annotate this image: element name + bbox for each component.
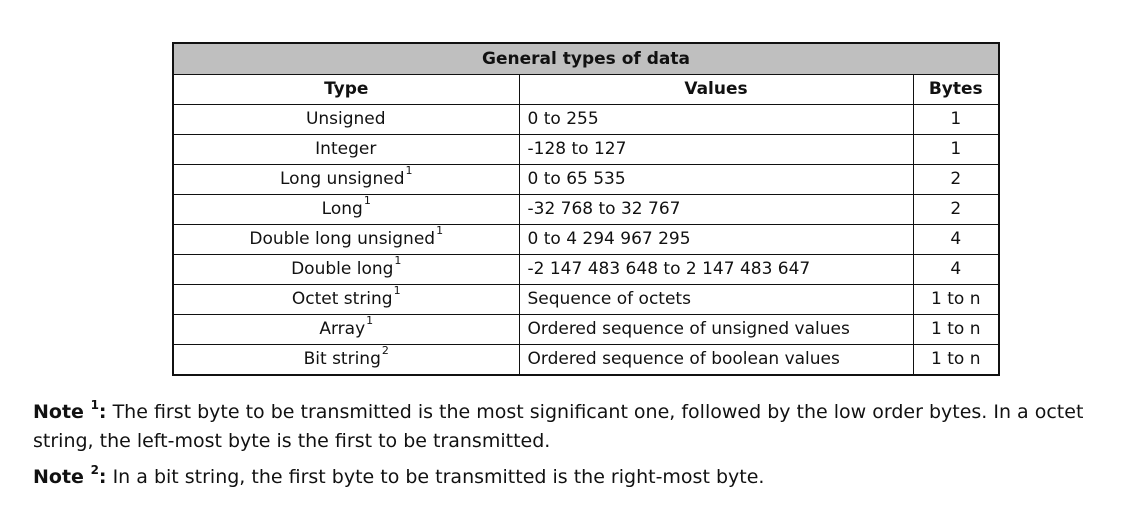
type-cell: Double long1 (172, 254, 520, 285)
footnote-label-text: Note (33, 466, 84, 488)
footnote-ref: 1 (393, 284, 401, 297)
type-name: Octet string (291, 289, 393, 309)
bytes-cell: 2 (912, 194, 1000, 225)
table-row: Octet string1 Sequence of octets 1 to n (172, 284, 1000, 315)
footnote-label: Note 1: (33, 398, 107, 423)
table-title-row: General types of data (172, 42, 1000, 75)
table-row: Long unsigned1 0 to 65 535 2 (172, 164, 1000, 195)
footnote-2: Note 2: In a bit string, the first byte … (33, 463, 1143, 492)
values-cell: 0 to 4 294 967 295 (518, 224, 914, 255)
type-cell: Array1 (172, 314, 520, 345)
footnote-ref: 1 (366, 314, 374, 327)
type-name: Double long unsigned (249, 229, 436, 249)
type-cell: Unsigned (172, 104, 520, 135)
data-types-table: General types of data Type Values Bytes … (172, 42, 1001, 376)
footnote-label-text: Note (33, 401, 84, 423)
bytes-cell: 1 (912, 104, 1000, 135)
footnote-ref: 2 (381, 344, 389, 357)
table-body: Unsigned 0 to 255 1 Integer -128 to 127 … (172, 104, 1000, 376)
type-name: Double long (291, 259, 394, 279)
table-row: Double long unsigned1 0 to 4 294 967 295… (172, 224, 1000, 255)
footnote-ref: 1 (363, 194, 371, 207)
bytes-cell: 1 (912, 134, 1000, 165)
bytes-cell: 1 to n (912, 284, 1000, 315)
footnote-label-suffix: : (98, 401, 107, 423)
footnote-label: Note 2: (33, 463, 107, 488)
table-row: Unsigned 0 to 255 1 (172, 104, 1000, 135)
footnote-1: Note 1: The first byte to be transmitted… (33, 398, 1143, 456)
type-name: Long (321, 199, 363, 219)
values-cell: -128 to 127 (518, 134, 914, 165)
type-cell: Octet string1 (172, 284, 520, 315)
values-cell: -2 147 483 648 to 2 147 483 647 (518, 254, 914, 285)
values-cell: 0 to 65 535 (518, 164, 914, 195)
bytes-cell: 2 (912, 164, 1000, 195)
type-name: Long unsigned (280, 169, 405, 189)
footnote-number: 1 (90, 398, 99, 412)
footnote-text: The first byte to be transmitted is the … (33, 401, 1084, 452)
footnote-ref: 1 (436, 224, 444, 237)
table-title: General types of data (172, 42, 1000, 75)
bytes-cell: 1 to n (912, 344, 1000, 376)
bytes-cell: 4 (912, 224, 1000, 255)
footnote-text: In a bit string, the first byte to be tr… (106, 466, 765, 488)
footnotes: Note 1: The first byte to be transmitted… (33, 398, 1143, 499)
column-header-bytes: Bytes (912, 74, 1000, 105)
values-cell: Ordered sequence of unsigned values (518, 314, 914, 345)
values-cell: Sequence of octets (518, 284, 914, 315)
bytes-cell: 1 to n (912, 314, 1000, 345)
footnote-ref: 1 (405, 164, 413, 177)
column-header-values: Values (518, 74, 914, 105)
table-row: Long1 -32 768 to 32 767 2 (172, 194, 1000, 225)
type-name: Bit string (303, 349, 381, 369)
table-header-row: Type Values Bytes (172, 74, 1000, 105)
table-row: Array1 Ordered sequence of unsigned valu… (172, 314, 1000, 345)
type-cell: Integer (172, 134, 520, 165)
type-cell: Long1 (172, 194, 520, 225)
footnote-number: 2 (90, 463, 99, 477)
type-cell: Long unsigned1 (172, 164, 520, 195)
table-row: Integer -128 to 127 1 (172, 134, 1000, 165)
values-cell: 0 to 255 (518, 104, 914, 135)
type-name: Integer (315, 139, 377, 159)
footnote-ref: 1 (394, 254, 402, 267)
bytes-cell: 4 (912, 254, 1000, 285)
type-cell: Double long unsigned1 (172, 224, 520, 255)
type-name: Unsigned (305, 109, 386, 129)
values-cell: -32 768 to 32 767 (518, 194, 914, 225)
column-header-type: Type (172, 74, 520, 105)
type-cell: Bit string2 (172, 344, 520, 376)
table-row: Double long1 -2 147 483 648 to 2 147 483… (172, 254, 1000, 285)
type-name: Array (319, 319, 366, 339)
table-row: Bit string2 Ordered sequence of boolean … (172, 344, 1000, 376)
values-cell: Ordered sequence of boolean values (518, 344, 914, 376)
footnote-label-suffix: : (98, 466, 107, 488)
